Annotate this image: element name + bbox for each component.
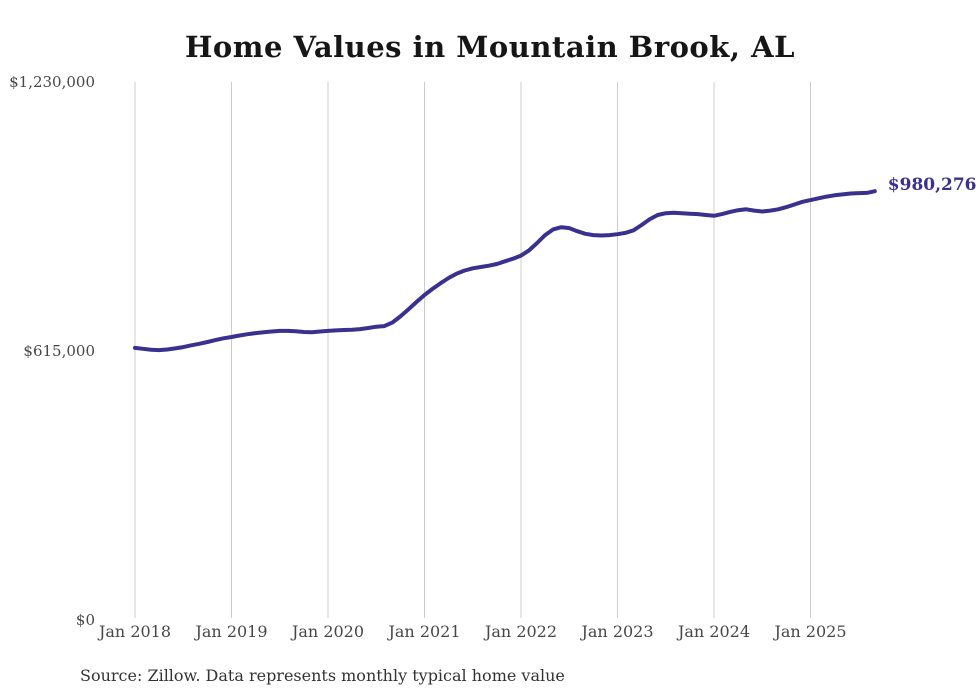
x-axis-tick-label: Jan 2019 [195,622,268,641]
home-value-line [133,189,877,353]
chart-title: Home Values in Mountain Brook, AL [185,30,795,64]
x-axis-tick-label: Jan 2023 [581,622,654,641]
y-axis-tick-label: $1,230,000 [9,73,95,91]
source-note: Source: Zillow. Data represents monthly … [80,666,565,685]
x-axis-tick-label: Jan 2024 [677,622,751,641]
x-axis-tick-label: Jan 2022 [484,622,558,641]
x-axis-tick-label: Jan 2021 [388,622,461,641]
y-axis-tick-label: $0 [75,611,95,629]
last-value-label: $980,276 [887,175,977,196]
x-axis-tick-label: Jan 2025 [774,622,847,641]
x-axis-tick-label: Jan 2020 [291,622,365,641]
y-axis-tick-label: $615,000 [23,342,95,360]
x-axis-tick-label: Jan 2018 [98,622,172,641]
